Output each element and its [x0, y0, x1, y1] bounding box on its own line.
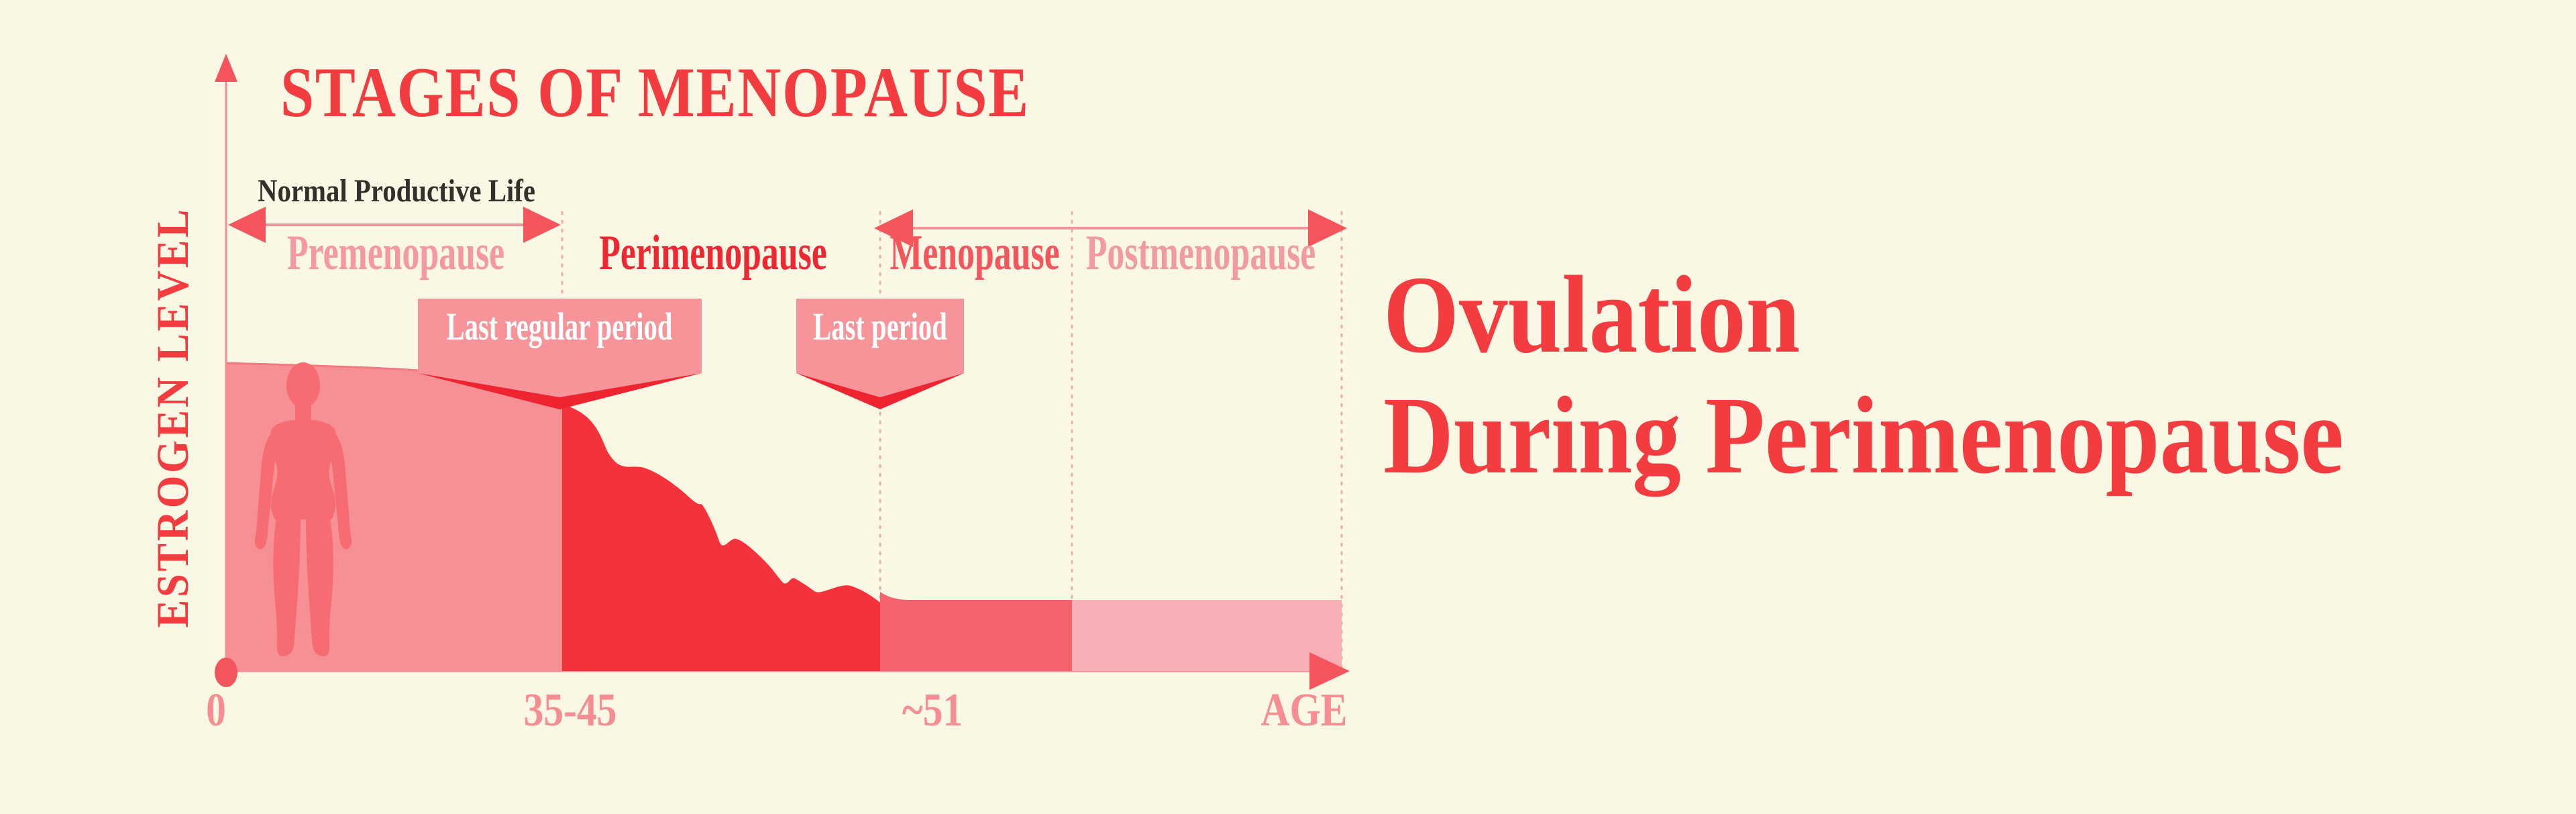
postmenopause-area	[1072, 600, 1342, 671]
x-tick-35-45: 35-45	[523, 684, 617, 736]
woman-silhouette-icon	[254, 362, 352, 656]
last-regular-period-ribbon	[418, 299, 702, 397]
stage-label-perimenopause: Perimenopause	[599, 225, 827, 281]
y-axis-label: ESTROGEN LEVEL	[147, 207, 198, 628]
stage-label-postmenopause: Postmenopause	[1085, 225, 1316, 281]
normal-productive-life-label: Normal Productive Life	[258, 173, 535, 209]
x-axis-age-label: AGE	[1260, 684, 1348, 736]
x-axis-arrowhead-icon	[1309, 652, 1350, 690]
menopause-area	[880, 592, 1072, 671]
chart-title: STAGES OF MENOPAUSE	[280, 53, 1030, 132]
stage-label-premenopause: Premenopause	[286, 225, 505, 281]
last-period-ribbon	[796, 299, 964, 397]
arrow-right-icon	[523, 207, 561, 243]
origin-dot	[215, 658, 237, 687]
main-title-line1: Ovulation	[1383, 253, 1801, 376]
last-regular-period-label: Last regular period	[446, 305, 673, 348]
arrow-left-icon	[874, 209, 913, 247]
main-title-line2: During Perimenopause	[1383, 374, 2344, 497]
stage-label-menopause: Menopause	[890, 225, 1060, 281]
x-tick-51: ~51	[902, 684, 963, 736]
perimenopause-area	[562, 404, 880, 671]
x-tick-0: 0	[206, 684, 226, 736]
arrow-left-icon	[228, 207, 266, 243]
y-axis-arrowhead-icon	[215, 54, 237, 82]
arrow-right-icon	[1308, 209, 1347, 247]
last-period-label: Last period	[813, 305, 947, 348]
